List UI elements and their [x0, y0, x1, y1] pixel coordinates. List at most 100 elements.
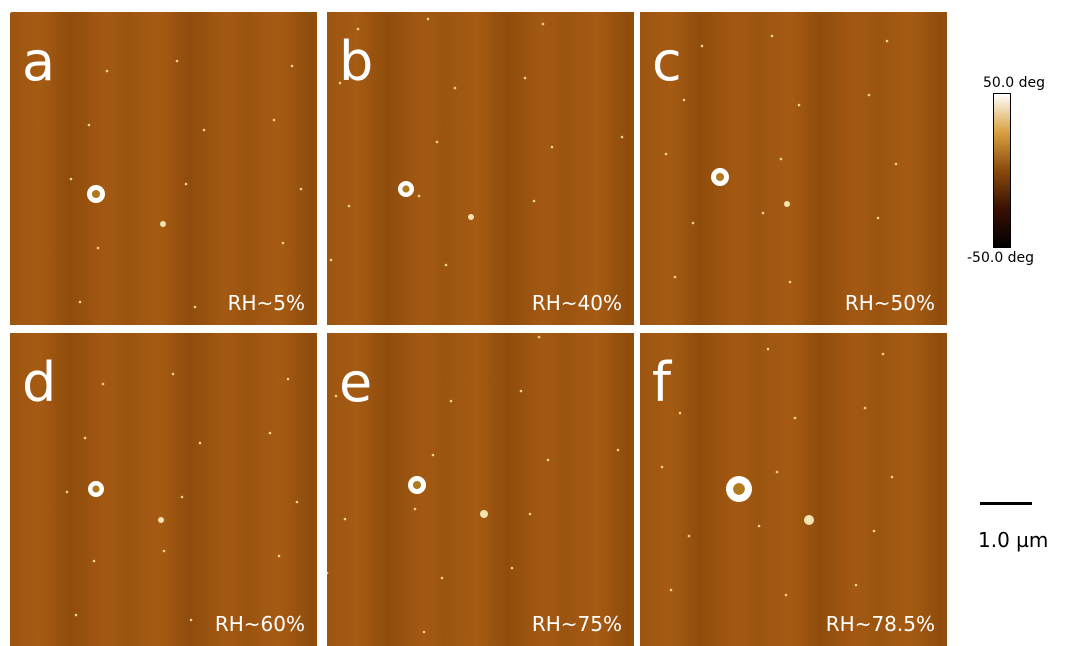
speck — [427, 18, 430, 21]
humidity-label: RH~75% — [532, 612, 622, 636]
particle — [160, 221, 166, 227]
speck — [273, 119, 276, 122]
speck — [776, 471, 779, 474]
speck — [327, 572, 328, 575]
speck — [762, 212, 765, 215]
speck — [330, 259, 333, 262]
humidity-label: RH~40% — [532, 291, 622, 315]
speck — [547, 459, 550, 462]
speck — [199, 442, 202, 445]
speck — [679, 412, 682, 415]
speck — [665, 153, 668, 156]
speck — [97, 247, 100, 250]
speck — [203, 129, 206, 132]
speck — [542, 23, 545, 26]
speck — [529, 513, 532, 516]
speck — [895, 163, 898, 166]
speck — [864, 407, 867, 410]
speck — [855, 584, 858, 587]
speck — [423, 631, 426, 634]
speck — [780, 158, 783, 161]
panel-letter: f — [652, 353, 671, 413]
speck — [300, 188, 303, 191]
humidity-label: RH~50% — [845, 291, 935, 315]
particle — [480, 510, 488, 518]
speck — [617, 449, 620, 452]
speck — [538, 336, 541, 339]
afm-panel: e RH~75% — [327, 333, 634, 646]
speck — [891, 476, 894, 479]
speck — [794, 417, 797, 420]
speck — [551, 146, 554, 149]
afm-image — [640, 12, 947, 325]
panel-letter: a — [22, 32, 55, 92]
particle-core — [92, 485, 99, 492]
speck — [269, 432, 272, 435]
speck — [873, 530, 876, 533]
speck — [348, 205, 351, 208]
particle — [804, 515, 814, 525]
particle-core — [402, 185, 409, 192]
speck — [79, 301, 82, 304]
speck — [868, 94, 871, 97]
speck — [190, 619, 193, 622]
speck — [670, 589, 673, 592]
speck — [877, 217, 880, 220]
speck — [282, 242, 285, 245]
speck — [692, 222, 695, 225]
speck — [798, 104, 801, 107]
afm-image — [10, 12, 317, 325]
afm-image — [327, 333, 634, 646]
speck — [674, 276, 677, 279]
speck — [767, 348, 770, 351]
scale-bar-label: 1.0 µm — [978, 528, 1048, 552]
panel-letter: e — [339, 353, 372, 413]
speck — [66, 491, 69, 494]
speck — [785, 594, 788, 597]
speck — [688, 535, 691, 538]
speck — [511, 567, 514, 570]
afm-panel: c RH~50% — [640, 12, 947, 325]
speck — [296, 501, 299, 504]
speck — [181, 496, 184, 499]
panel-letter: b — [339, 32, 373, 92]
speck — [441, 577, 444, 580]
speck — [882, 353, 885, 356]
speck — [84, 437, 87, 440]
speck — [75, 614, 78, 617]
particle-core — [716, 173, 724, 181]
particle — [468, 214, 474, 220]
speck — [194, 306, 197, 309]
speck — [524, 77, 527, 80]
speck — [771, 35, 774, 38]
speck — [621, 136, 624, 139]
speck — [436, 141, 439, 144]
speck — [70, 178, 73, 181]
speck — [278, 555, 281, 558]
particle-core — [413, 481, 421, 489]
particle — [784, 201, 790, 207]
speck — [520, 390, 523, 393]
particle — [158, 517, 164, 523]
colorbar-max: 50.0 deg — [983, 75, 1045, 91]
speck — [102, 383, 105, 386]
speck — [291, 65, 294, 68]
speck — [10, 12, 11, 13]
speck — [344, 518, 347, 521]
particle-core — [733, 483, 745, 495]
panel-letter: d — [22, 353, 56, 413]
speck — [93, 560, 96, 563]
speck — [418, 195, 421, 198]
speck — [758, 525, 761, 528]
afm-panel: a RH~5% — [10, 12, 317, 325]
speck — [533, 200, 536, 203]
humidity-label: RH~5% — [228, 291, 305, 315]
speck — [172, 373, 175, 376]
afm-panel: b RH~40% — [327, 12, 634, 325]
panel-letter: c — [652, 32, 682, 92]
speck — [701, 45, 704, 48]
particle-core — [92, 190, 100, 198]
afm-image — [640, 333, 947, 646]
